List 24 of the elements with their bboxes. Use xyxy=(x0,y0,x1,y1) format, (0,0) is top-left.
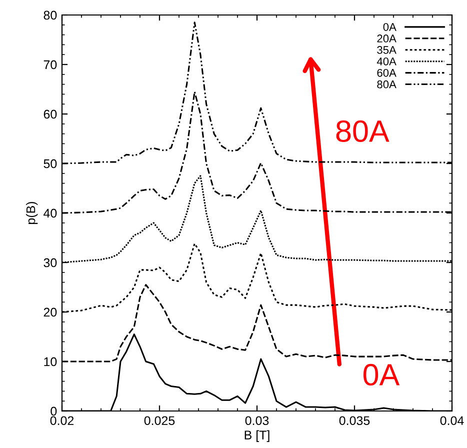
x-tick-label: 0.03 xyxy=(245,416,269,426)
legend-label: 60A xyxy=(377,68,396,77)
y-tick-label: 0 xyxy=(50,406,57,416)
y-tick-label: 40 xyxy=(44,208,57,218)
y-tick-label: 20 xyxy=(44,308,57,317)
y-axis-title: p(B) xyxy=(26,202,38,224)
x-tick-label: 0.02 xyxy=(50,416,74,426)
y-tick-label: 60 xyxy=(44,110,57,119)
x-axis-title: B [T] xyxy=(244,430,270,442)
x-tick-label: 0.035 xyxy=(339,416,370,426)
y-tick-label: 10 xyxy=(44,357,57,366)
y-tick-label: 30 xyxy=(44,258,57,268)
annotation: 80A xyxy=(336,120,390,142)
legend-label: 80A xyxy=(377,80,396,88)
legend-label: 40A xyxy=(376,57,396,66)
y-tick-label: 50 xyxy=(44,159,57,168)
y-tick-label: 70 xyxy=(44,60,57,70)
legend-label: 0A xyxy=(383,23,396,31)
legend-label: 35A xyxy=(377,46,396,54)
annotation: 0A xyxy=(363,364,400,386)
legend-label: 20A xyxy=(377,34,396,42)
x-tick-label: 0.04 xyxy=(440,416,464,426)
x-tick-label: 0.025 xyxy=(144,416,175,426)
y-tick-label: 80 xyxy=(44,10,57,20)
